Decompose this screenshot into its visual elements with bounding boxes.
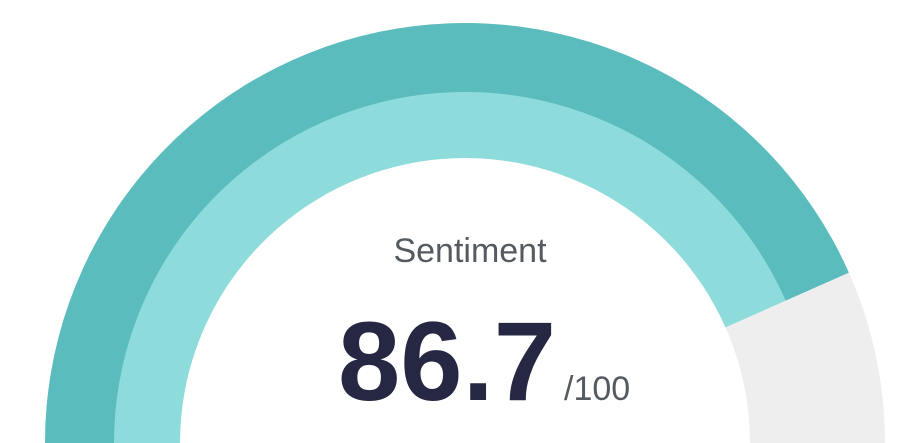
- gauge-value: 86.7: [338, 299, 556, 424]
- gauge-outer-arc: [45, 22, 849, 443]
- gauge-arcs: [45, 22, 885, 443]
- gauge-inner-arc: [114, 92, 786, 443]
- gauge-max: /100: [564, 370, 630, 408]
- gauge-title: Sentiment: [393, 232, 547, 270]
